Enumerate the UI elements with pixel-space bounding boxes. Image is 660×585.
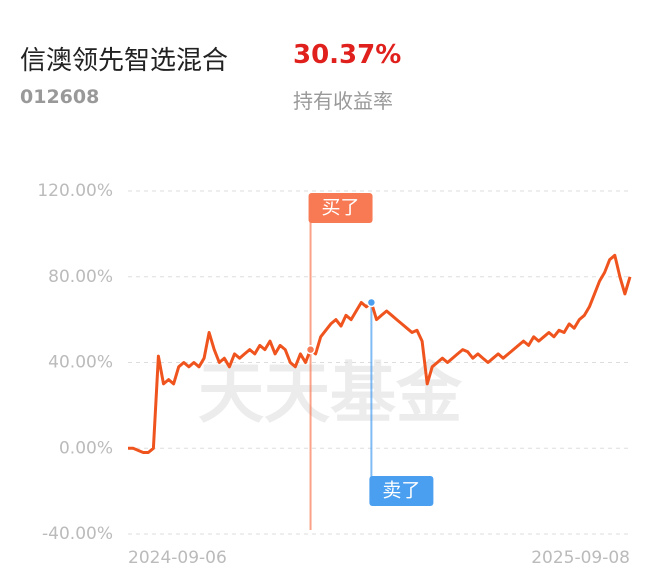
y-tick-label: -40.00% xyxy=(42,524,113,544)
fund-name: 信澳领先智选混合 xyxy=(20,46,229,76)
watermark: 天天基金 xyxy=(198,355,463,432)
x-tick-label: 2025-09-08 xyxy=(531,548,630,568)
annotation-box xyxy=(369,476,434,506)
return-label: 持有收益率 xyxy=(293,89,393,113)
annotation-box xyxy=(308,193,373,223)
annotation-dot xyxy=(305,344,316,355)
return-value: 30.37% xyxy=(293,40,402,70)
y-tick-label: 40.00% xyxy=(48,353,113,373)
annotation-label: 卖了 xyxy=(382,480,420,502)
x-tick-label: 2024-09-06 xyxy=(128,548,227,568)
y-tick-label: 120.00% xyxy=(37,181,113,201)
annotation-dot xyxy=(366,297,377,308)
annotation-label: 买了 xyxy=(322,197,360,219)
y-tick-label: 0.00% xyxy=(59,438,113,458)
fund-code: 012608 xyxy=(20,86,100,108)
y-tick-label: 80.00% xyxy=(48,267,113,287)
line-series xyxy=(128,253,632,454)
